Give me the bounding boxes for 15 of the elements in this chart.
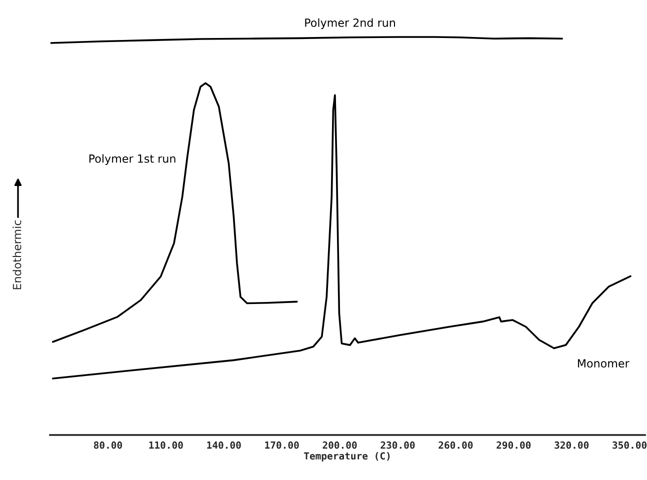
x-tick-label: 170.00 <box>265 441 299 449</box>
x-tick-label: 290.00 <box>496 441 531 449</box>
series-label: Monomer <box>578 359 630 368</box>
x-tick-label: 80.00 <box>94 441 122 449</box>
x-tick-label: 260.00 <box>438 441 473 449</box>
x-tick-label: 140.00 <box>207 441 241 449</box>
x-tick-label: 350.00 <box>612 441 647 449</box>
y-axis-title: Endothermic <box>12 220 22 290</box>
x-tick-label: 110.00 <box>149 441 183 449</box>
x-tick-label: 200.00 <box>322 441 357 449</box>
series-label: Polymer 2nd run <box>305 18 395 30</box>
x-axis-title: Temperature (C) <box>304 452 390 462</box>
x-tick-label: 320.00 <box>554 441 589 449</box>
series-label: Polymer 1st run <box>89 154 176 165</box>
x-tick-label: 230.00 <box>380 441 415 449</box>
